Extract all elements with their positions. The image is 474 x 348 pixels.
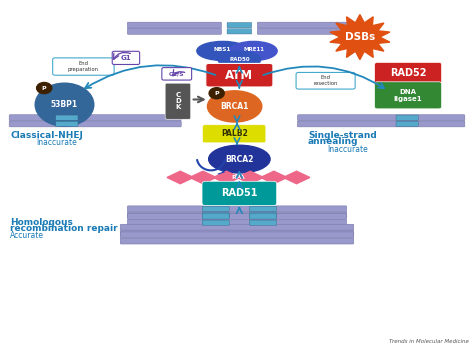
FancyBboxPatch shape — [202, 214, 229, 219]
Polygon shape — [261, 171, 287, 184]
Polygon shape — [167, 171, 193, 184]
FancyBboxPatch shape — [128, 214, 346, 219]
Text: G2/S: G2/S — [169, 71, 184, 76]
FancyBboxPatch shape — [128, 220, 346, 226]
Ellipse shape — [208, 91, 262, 122]
Text: BRCA2: BRCA2 — [225, 155, 254, 164]
FancyBboxPatch shape — [298, 115, 465, 121]
FancyBboxPatch shape — [296, 72, 355, 89]
FancyBboxPatch shape — [249, 220, 276, 225]
Text: PALB2: PALB2 — [221, 129, 247, 138]
FancyBboxPatch shape — [128, 22, 221, 28]
FancyBboxPatch shape — [56, 115, 78, 120]
FancyBboxPatch shape — [112, 51, 140, 64]
Polygon shape — [237, 171, 264, 184]
FancyBboxPatch shape — [202, 213, 229, 218]
FancyBboxPatch shape — [396, 121, 418, 127]
Polygon shape — [330, 15, 390, 60]
FancyBboxPatch shape — [9, 121, 181, 127]
Text: G1: G1 — [120, 55, 131, 61]
FancyBboxPatch shape — [374, 62, 442, 85]
FancyBboxPatch shape — [257, 29, 356, 34]
Text: DSBs: DSBs — [345, 32, 375, 42]
Text: RPA: RPA — [231, 175, 245, 180]
FancyBboxPatch shape — [120, 238, 354, 244]
Text: Classical-NHEJ: Classical-NHEJ — [10, 132, 83, 140]
Text: RAD50: RAD50 — [229, 57, 250, 62]
Text: annealing: annealing — [308, 137, 358, 146]
Text: RAD52: RAD52 — [390, 69, 426, 79]
FancyBboxPatch shape — [56, 121, 78, 127]
Text: P: P — [42, 86, 46, 90]
FancyBboxPatch shape — [298, 121, 465, 127]
FancyBboxPatch shape — [120, 230, 354, 236]
FancyBboxPatch shape — [128, 206, 346, 212]
FancyBboxPatch shape — [202, 181, 277, 206]
Text: 53BP1: 53BP1 — [51, 100, 78, 109]
FancyBboxPatch shape — [206, 63, 273, 87]
Text: Homologous: Homologous — [10, 218, 73, 227]
FancyBboxPatch shape — [202, 125, 266, 143]
FancyBboxPatch shape — [202, 220, 229, 225]
Polygon shape — [213, 171, 240, 184]
Text: Trends in Molecular Medicine: Trends in Molecular Medicine — [389, 339, 469, 344]
FancyBboxPatch shape — [162, 68, 191, 80]
FancyBboxPatch shape — [249, 214, 276, 219]
FancyBboxPatch shape — [202, 206, 229, 212]
Text: Single-strand: Single-strand — [308, 132, 377, 140]
FancyBboxPatch shape — [257, 22, 356, 28]
Ellipse shape — [218, 51, 261, 68]
Polygon shape — [283, 171, 310, 184]
FancyBboxPatch shape — [128, 212, 346, 218]
Text: C
D
K: C D K — [175, 92, 181, 110]
Ellipse shape — [197, 41, 249, 61]
Ellipse shape — [209, 145, 270, 173]
Ellipse shape — [230, 41, 277, 61]
FancyBboxPatch shape — [120, 232, 354, 238]
Circle shape — [35, 83, 94, 126]
FancyBboxPatch shape — [374, 82, 442, 109]
FancyBboxPatch shape — [165, 83, 191, 119]
Text: recombination repair: recombination repair — [10, 224, 118, 233]
Text: Accurate: Accurate — [10, 230, 44, 239]
FancyBboxPatch shape — [128, 29, 221, 34]
FancyBboxPatch shape — [9, 115, 181, 121]
FancyBboxPatch shape — [249, 206, 276, 212]
FancyBboxPatch shape — [120, 224, 354, 230]
Text: NBS1: NBS1 — [213, 47, 231, 53]
Text: MRE11: MRE11 — [243, 47, 264, 53]
Text: ATM: ATM — [225, 69, 254, 82]
Text: BRCA1: BRCA1 — [220, 102, 249, 111]
FancyBboxPatch shape — [227, 29, 252, 34]
FancyBboxPatch shape — [249, 213, 276, 218]
FancyBboxPatch shape — [396, 115, 418, 120]
FancyBboxPatch shape — [227, 23, 252, 28]
Circle shape — [36, 82, 52, 94]
Text: Inaccurate: Inaccurate — [36, 138, 77, 147]
Text: RAD51: RAD51 — [221, 188, 257, 198]
Circle shape — [209, 88, 224, 99]
Text: P: P — [214, 91, 219, 96]
Text: DNA
ligase1: DNA ligase1 — [394, 89, 422, 102]
Polygon shape — [190, 171, 216, 184]
Text: End
preparation: End preparation — [68, 61, 99, 72]
FancyBboxPatch shape — [53, 58, 114, 75]
Text: End
resection: End resection — [314, 76, 338, 86]
Text: Inaccurate: Inaccurate — [327, 144, 367, 153]
